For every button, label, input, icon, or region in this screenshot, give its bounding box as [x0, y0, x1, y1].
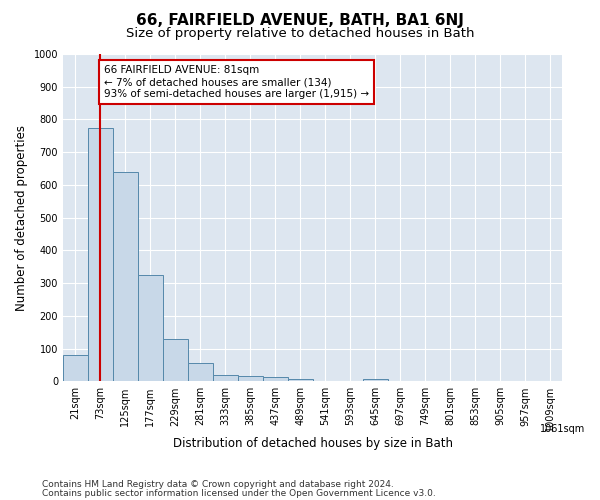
Text: Size of property relative to detached houses in Bath: Size of property relative to detached ho…	[126, 28, 474, 40]
Bar	[362, 378, 388, 382]
Text: Contains public sector information licensed under the Open Government Licence v3: Contains public sector information licen…	[42, 488, 436, 498]
Text: 1061sqm: 1061sqm	[540, 424, 585, 434]
Bar	[163, 339, 188, 382]
Bar	[88, 128, 113, 382]
Bar	[188, 364, 213, 382]
Y-axis label: Number of detached properties: Number of detached properties	[15, 124, 28, 310]
Bar	[138, 275, 163, 382]
Text: 66, FAIRFIELD AVENUE, BATH, BA1 6NJ: 66, FAIRFIELD AVENUE, BATH, BA1 6NJ	[136, 12, 464, 28]
Bar	[113, 172, 138, 382]
Bar	[287, 378, 313, 382]
Bar	[63, 355, 88, 382]
Text: Contains HM Land Registry data © Crown copyright and database right 2024.: Contains HM Land Registry data © Crown c…	[42, 480, 394, 489]
Bar	[238, 376, 263, 382]
X-axis label: Distribution of detached houses by size in Bath: Distribution of detached houses by size …	[173, 437, 452, 450]
Bar	[213, 375, 238, 382]
Bar	[263, 378, 287, 382]
Text: 66 FAIRFIELD AVENUE: 81sqm
← 7% of detached houses are smaller (134)
93% of semi: 66 FAIRFIELD AVENUE: 81sqm ← 7% of detac…	[104, 66, 369, 98]
